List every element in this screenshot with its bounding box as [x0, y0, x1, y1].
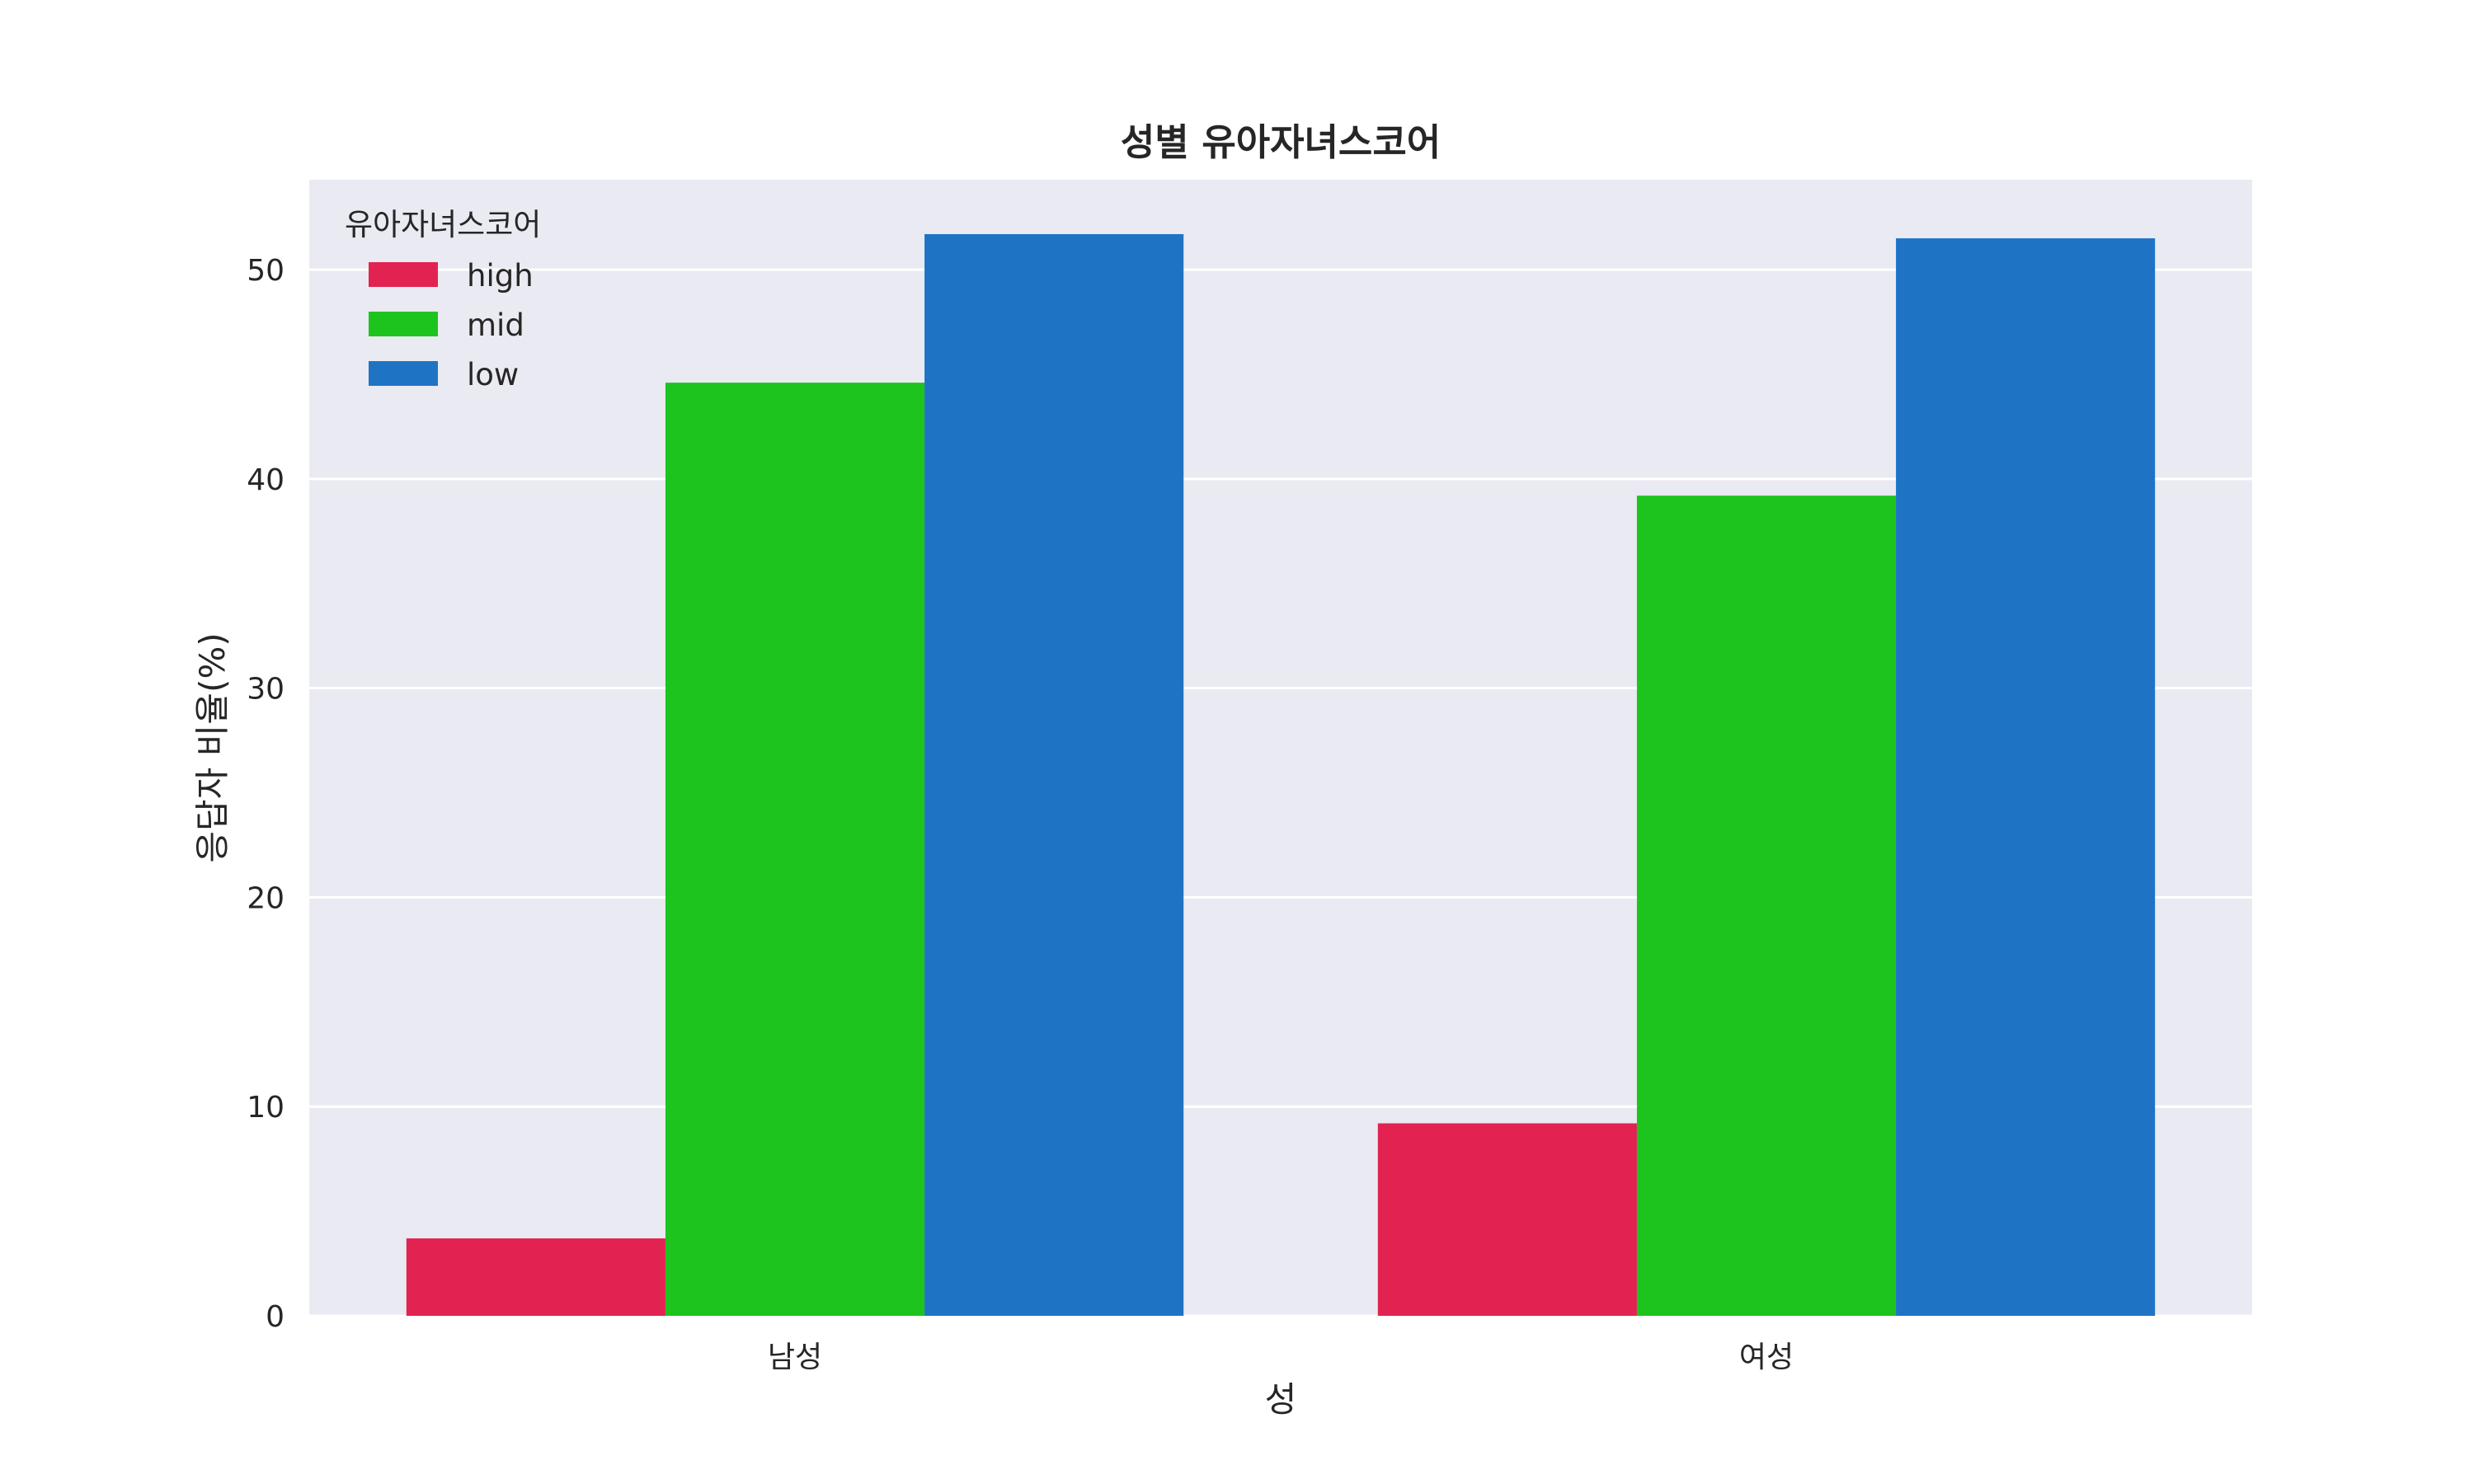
y-tick-label: 10: [247, 1091, 285, 1125]
bars: [406, 233, 2156, 1317]
y-tick-label: 0: [266, 1300, 285, 1334]
legend-label-low: low: [467, 357, 519, 392]
legend-swatch-mid: [369, 312, 438, 336]
y-axis-title: 응답자 비율(%): [192, 632, 233, 862]
bar-mid: [1636, 495, 1897, 1316]
bar-high: [406, 1238, 666, 1316]
bar-low: [1896, 238, 2156, 1316]
y-tick-label: 40: [247, 463, 285, 497]
legend-swatch-high: [369, 262, 438, 287]
bar-mid: [665, 383, 925, 1316]
x-axis-ticks: 남성 여성: [768, 1341, 1794, 1374]
legend-label-mid: mid: [467, 308, 524, 343]
legend-swatch-low: [369, 361, 438, 386]
x-axis-title: 성: [1265, 1379, 1297, 1420]
chart-title: 성별 유아자녀스코어: [1121, 120, 1441, 164]
y-tick-label: 30: [247, 673, 285, 707]
y-tick-label: 50: [247, 254, 285, 288]
bar-high: [1377, 1123, 1637, 1316]
legend: 유아자녀스코어 high mid low: [345, 207, 541, 392]
x-tick-label: 여성: [1739, 1341, 1794, 1374]
x-tick-label: 남성: [768, 1341, 822, 1374]
y-axis-ticks: 0 10 20 30 40 50: [247, 254, 285, 1334]
bar-low: [924, 233, 1184, 1317]
y-tick-label: 20: [247, 881, 285, 915]
legend-label-high: high: [467, 258, 534, 294]
legend-title: 유아자녀스코어: [345, 207, 541, 242]
